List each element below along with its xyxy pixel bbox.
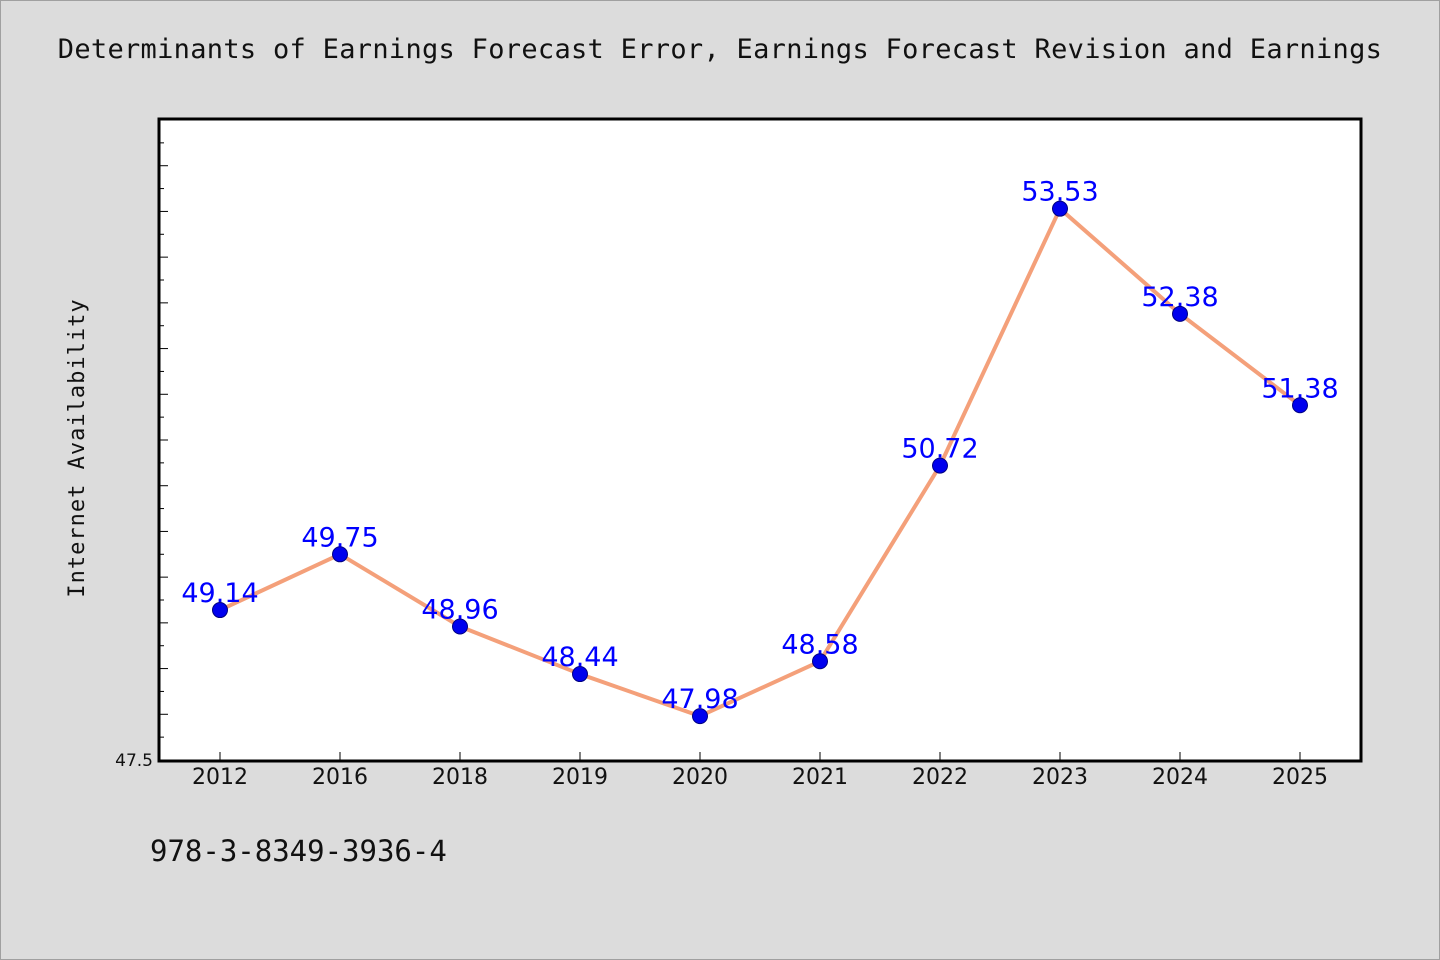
series-markers: [212, 200, 1308, 725]
data-point: [1052, 200, 1068, 217]
x-tick-label: 2021: [792, 765, 848, 790]
data-point: [692, 708, 708, 725]
x-tick-label: 2022: [912, 765, 968, 790]
data-point: [932, 457, 948, 474]
x-tick-label: 2024: [1152, 765, 1208, 790]
data-label: 49.75: [301, 522, 378, 553]
data-labels: 49.14 49.75 48.96 48.44 47.98 48.58 50.72 53.53…: [181, 177, 1338, 715]
y-axis-ticks: 47.5: [115, 119, 168, 771]
data-point: [1292, 397, 1308, 414]
data-point: [1172, 305, 1188, 322]
data-label: 48.58: [781, 629, 858, 660]
x-tick-label: 2023: [1032, 765, 1088, 790]
chart-title: Determinants of Earnings Forecast Error,…: [57, 34, 1383, 65]
x-tick-label: 2025: [1272, 765, 1328, 790]
x-tick-label: 2020: [672, 765, 728, 790]
data-point: [332, 546, 348, 563]
data-label: 48.44: [541, 642, 618, 673]
data-point: [212, 602, 228, 619]
data-point: [812, 653, 828, 670]
x-axis-ticks: 2012 2016 2018 2019 2020 2021 2022 2023 2024 2025: [192, 752, 1328, 790]
y-tick-label: 47.5: [115, 751, 153, 771]
data-label: 50.72: [901, 434, 978, 465]
x-tick-label: 2016: [312, 765, 368, 790]
isbn-label: 978-3-8349-3936-4: [150, 834, 447, 868]
data-label: 48.96: [421, 595, 498, 626]
data-label: 51.38: [1261, 373, 1338, 404]
series-line: [219, 206, 1302, 719]
data-label: 47.98: [661, 684, 738, 715]
y-axis-label: Internet Availability: [65, 298, 90, 597]
x-tick-label: 2012: [192, 765, 248, 790]
data-point: [572, 666, 588, 683]
data-label: 52.38: [1141, 282, 1218, 313]
data-label: 49.14: [181, 578, 258, 609]
plot-area: [157, 117, 1363, 763]
x-tick-label: 2019: [552, 765, 608, 790]
x-tick-label: 2018: [432, 765, 488, 790]
data-point: [452, 618, 468, 635]
data-label: 53.53: [1021, 177, 1098, 208]
